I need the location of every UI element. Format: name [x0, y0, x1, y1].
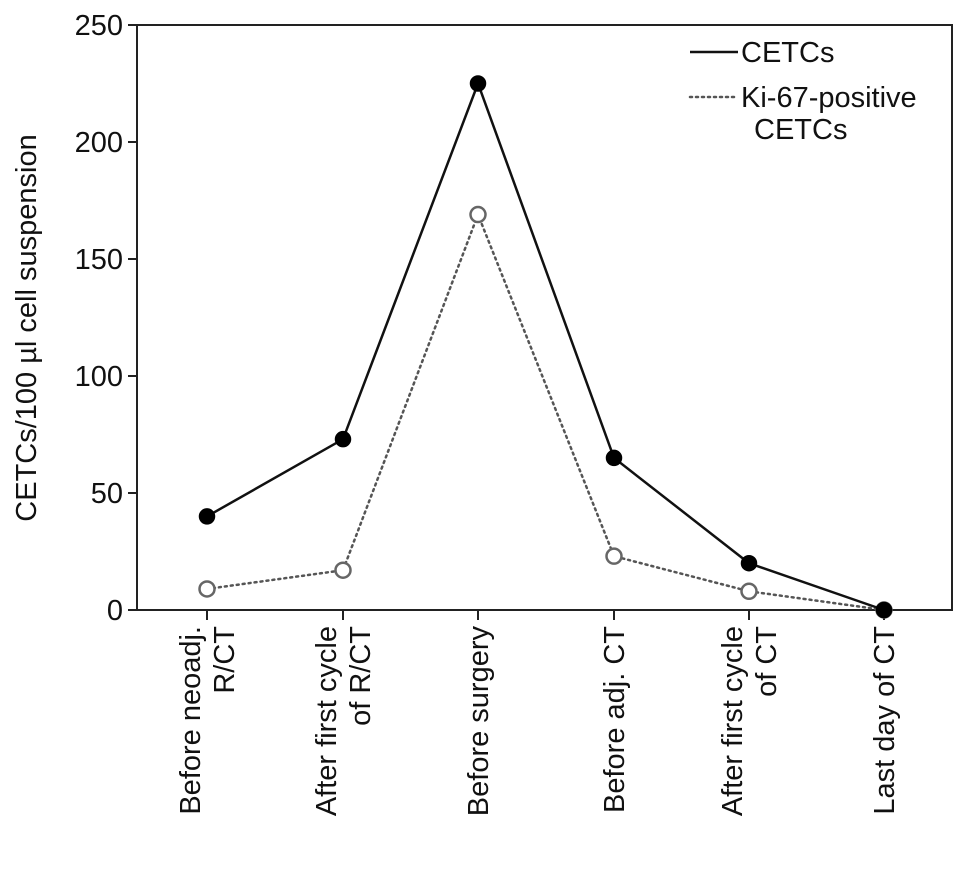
y-tick-label: 0: [107, 595, 123, 627]
ki67-data-point: [605, 547, 623, 565]
cetcs-data-point: [198, 508, 216, 525]
cetcs-data-point: [469, 75, 487, 92]
x-tick-label-line: After first cycle: [311, 626, 343, 816]
x-tick-label-line: Before adj. CT: [599, 626, 631, 813]
y-tick-label: 250: [75, 10, 123, 42]
legend-label-ki67: Ki-67-positive CETCs: [741, 82, 917, 146]
y-tick-label: 150: [75, 244, 123, 276]
cetcs-data-point: [740, 554, 758, 572]
x-tick-label: After first cycle of R/CT: [311, 626, 377, 816]
x-tick-label: Before neoadj. R/CT: [175, 626, 241, 815]
x-tick-label: Last day of CT: [869, 626, 901, 815]
x-tick-label-line: Before surgery: [463, 626, 495, 817]
ki67-data-point: [469, 205, 487, 224]
y-tick-label: 200: [75, 127, 123, 159]
x-tick-label-line: Before neoadj.: [175, 626, 207, 815]
x-tick-label-line: After first cycle: [717, 626, 749, 816]
cetcs-data-point: [334, 430, 352, 448]
ki67-data-point: [740, 582, 758, 601]
cetcs-data-point: [875, 601, 893, 619]
legend-label-cetcs: CETCs: [741, 37, 834, 69]
x-tick-label-line: R/CT: [209, 626, 241, 694]
x-tick-label-line: of CT: [751, 626, 783, 697]
x-tick-label: After first cycle of CT: [717, 626, 783, 816]
cetcs-series-line: [205, 79, 886, 612]
ki67-data-point: [334, 561, 352, 579]
cetcs-data-point: [605, 449, 623, 467]
x-tick-label-line: Last day of CT: [869, 626, 901, 815]
y-axis-title: CETCs/100 µl cell suspension: [11, 134, 43, 521]
y-tick-label: 50: [91, 478, 123, 510]
ki67-series-line: [205, 211, 886, 612]
x-tick-label-line: of R/CT: [345, 626, 377, 726]
x-tick-label: Before adj. CT: [599, 626, 631, 813]
x-tick-label: Before surgery: [463, 626, 495, 817]
ki67-data-point: [198, 580, 216, 598]
y-tick-label: 100: [75, 361, 123, 393]
plot-area-frame: [136, 24, 953, 611]
